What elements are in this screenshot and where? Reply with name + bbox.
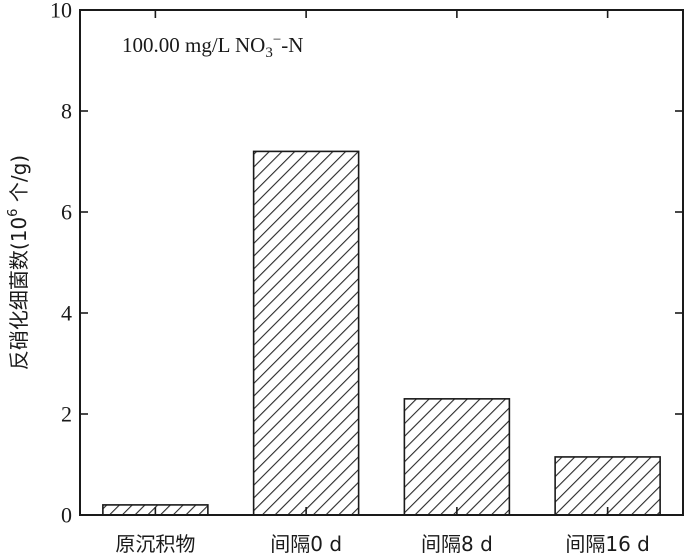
annotation-suffix: -N	[281, 33, 303, 57]
y-tick-label-2: 2	[61, 402, 72, 427]
concentration-annotation: 100.00 mg/L NO3−-N	[122, 32, 303, 61]
bar-4	[554, 456, 661, 516]
bar-3	[403, 398, 511, 516]
y-tick-label-8: 8	[61, 99, 72, 124]
bar-2	[252, 150, 360, 516]
annotation-main: 100.00 mg/L NO	[122, 33, 265, 57]
bars	[102, 150, 661, 516]
y-axis-label-main: 反硝化细菌数(10	[7, 217, 31, 370]
annotation-superscript: −	[273, 32, 281, 48]
annotation-subscript: 3	[265, 45, 273, 61]
y-tick-label-10: 10	[50, 0, 72, 23]
y-axis-label-superscript: 6	[6, 209, 21, 217]
y-axis-label: 反硝化细菌数(106 个/g)	[6, 155, 31, 370]
y-tick-label-0: 0	[61, 503, 72, 528]
plot-frame	[79, 9, 684, 516]
x-category-label-间隔16-d: 间隔16 d	[565, 532, 650, 554]
svg-text:反硝化细菌数(106 个/g): 反硝化细菌数(106 个/g)	[6, 155, 31, 370]
y-axis-ticks: 0 2 4 6 8 10	[50, 0, 683, 528]
x-category-label-间隔0-d: 间隔0 d	[270, 532, 342, 554]
y-tick-label-4: 4	[61, 301, 72, 326]
x-axis-ticks: 原沉积物 间隔0 d 间隔8 d 间隔16 d	[115, 10, 650, 554]
x-category-label-间隔8-d: 间隔8 d	[421, 532, 493, 554]
y-tick-label-6: 6	[61, 200, 72, 225]
x-category-label-原沉积物: 原沉积物	[115, 532, 195, 554]
y-axis-label-suffix: 个/g)	[7, 155, 31, 209]
